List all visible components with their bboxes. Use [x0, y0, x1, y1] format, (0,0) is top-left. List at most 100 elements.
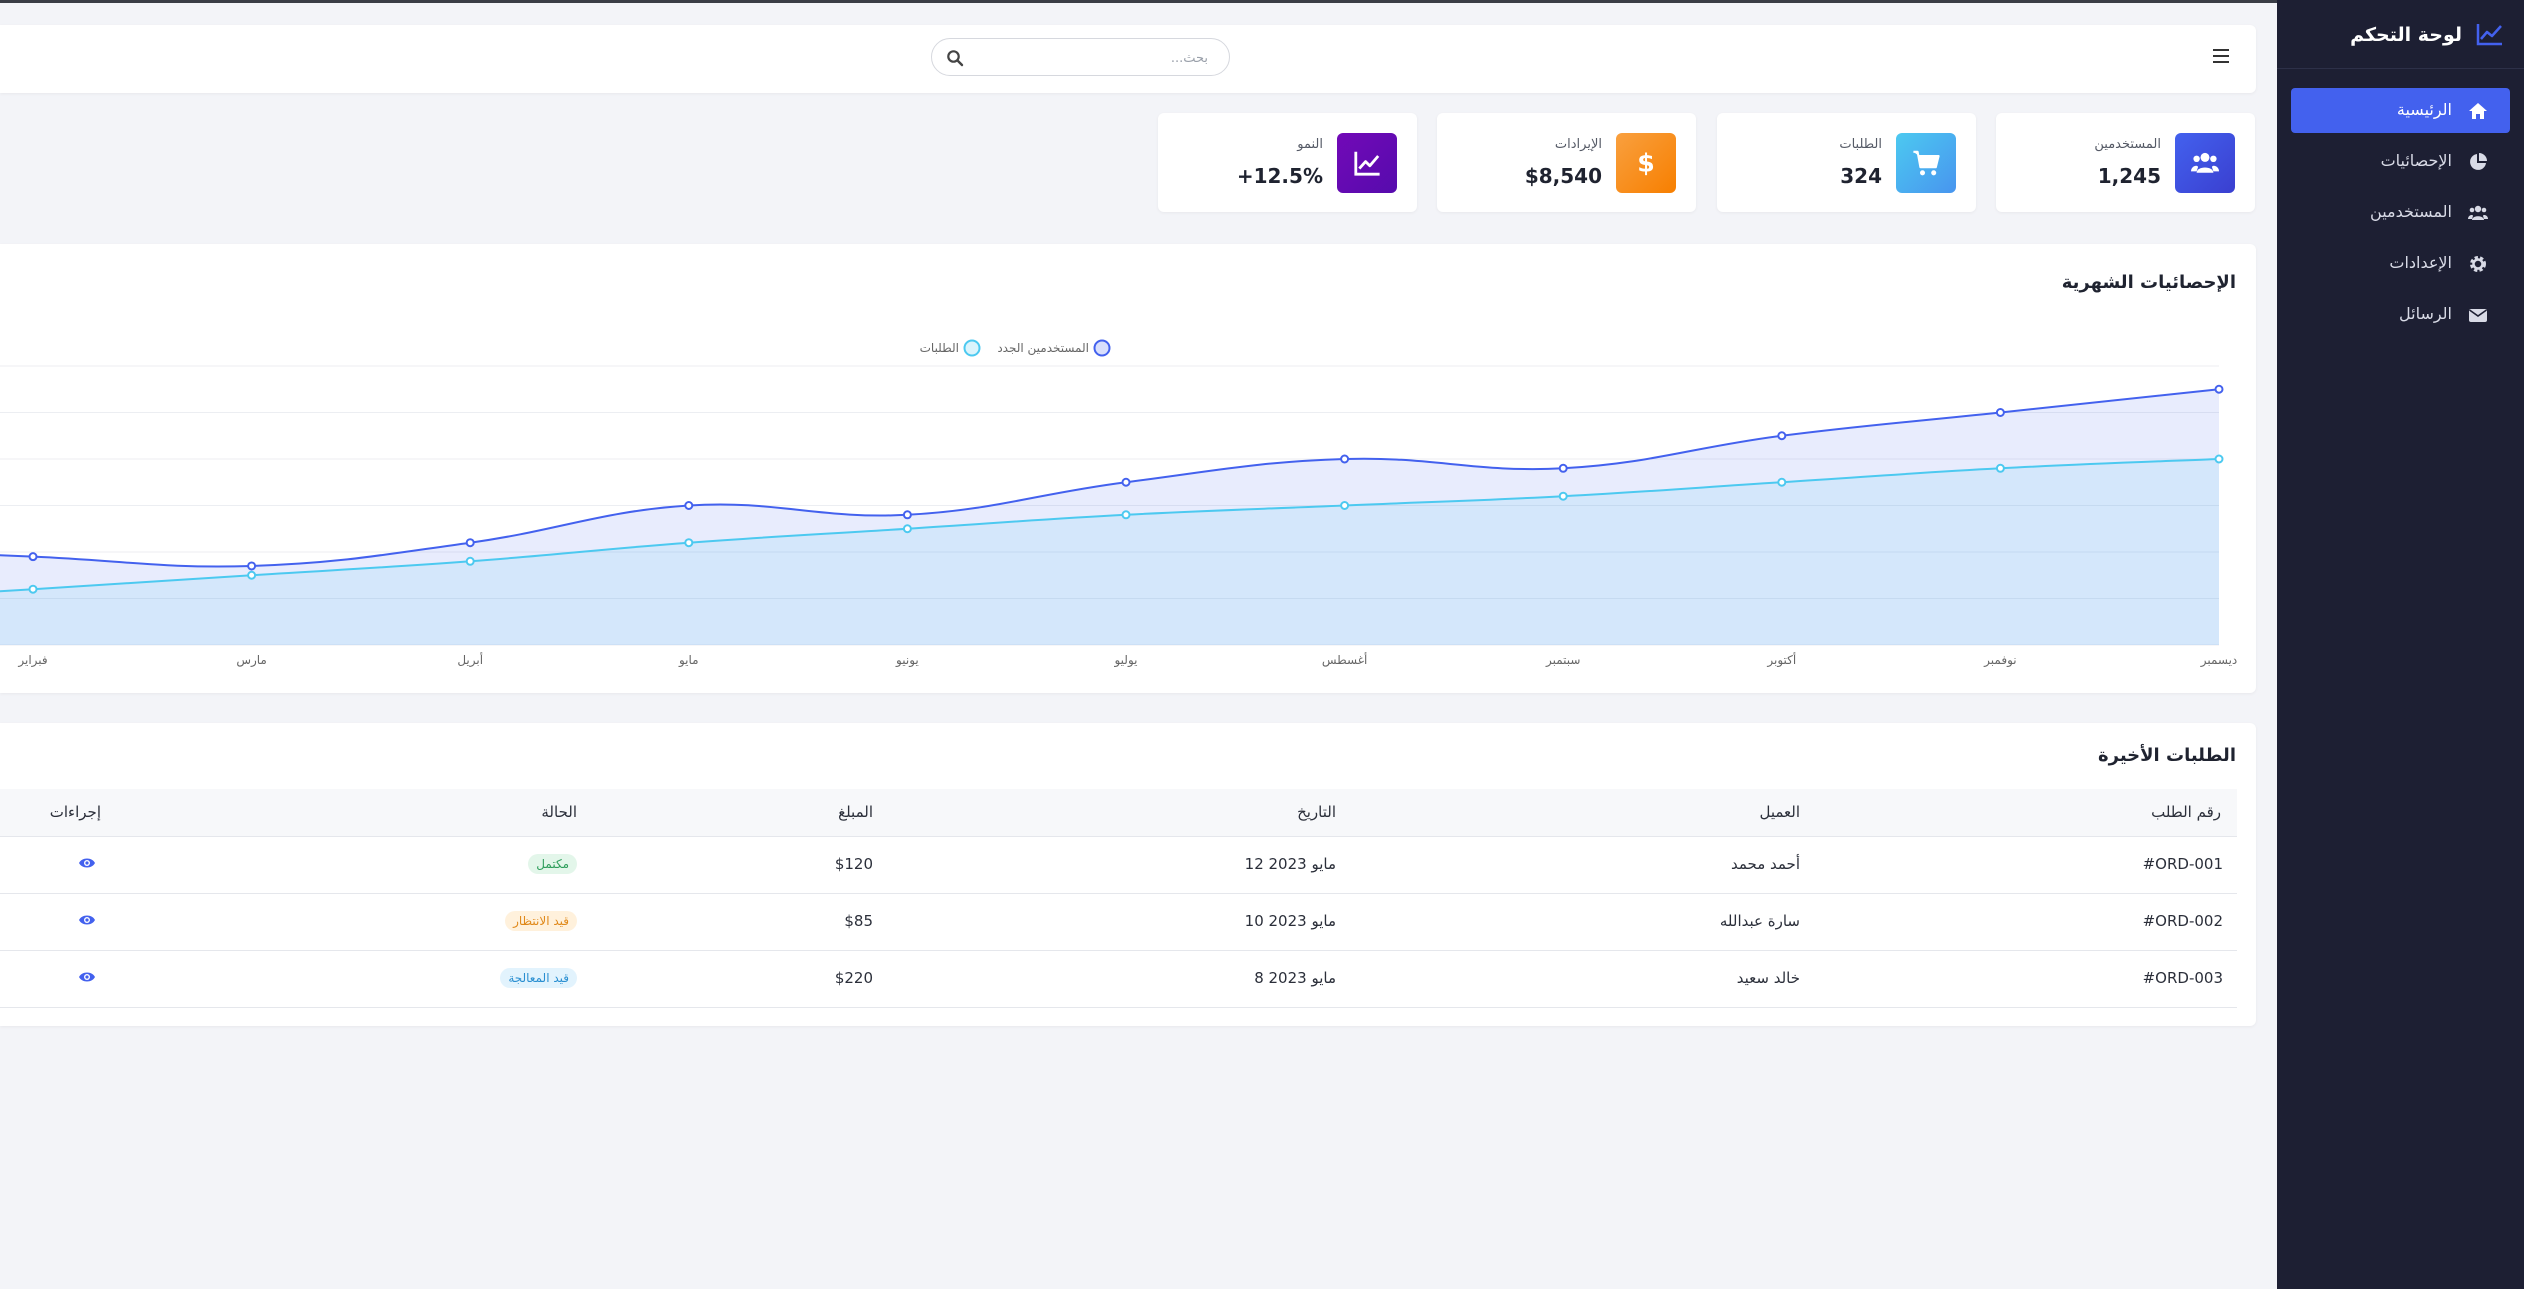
column-header-order-id: رقم الطلب: [2151, 803, 2221, 821]
column-header-customer: العميل: [1759, 803, 1800, 821]
chart-line-icon: [1354, 151, 1380, 176]
sidebar-item-users[interactable]: المستخدمين: [2291, 190, 2510, 235]
x-tick-label: فبراير: [17, 653, 47, 668]
data-point: [1995, 408, 2005, 417]
order-amount: $120: [834, 855, 873, 873]
data-point: [1995, 463, 2005, 473]
order-amount: $220: [834, 969, 873, 987]
sidebar-item-home[interactable]: الرئيسية: [2291, 88, 2510, 133]
stat-card-users: المستخدمين 1,245: [1996, 113, 2255, 212]
data-point: [247, 561, 257, 571]
x-tick-label: أكتوبر: [1766, 652, 1796, 668]
legend-label: الطلبات: [920, 341, 959, 355]
eye-icon[interactable]: [78, 913, 96, 927]
orders-table-header: [0, 789, 2237, 836]
data-point: [1340, 454, 1350, 464]
column-header-date: التاريخ: [1297, 803, 1336, 821]
x-tick-label: نوفمبر: [1983, 653, 2016, 668]
stat-label: الإيرادات: [1554, 137, 1602, 152]
data-point: [1777, 431, 1787, 441]
legend-label: المستخدمين الجدد: [997, 341, 1089, 356]
top-header: [0, 25, 2256, 93]
chart-title: الإحصائيات الشهرية: [2061, 272, 2236, 293]
series-line-1: [0, 458, 2220, 593]
x-tick-label: مايو: [678, 653, 699, 668]
data-point: [2214, 384, 2224, 394]
order-id: #ORD-002: [2142, 912, 2223, 930]
stat-label: النمو: [1297, 137, 1323, 152]
order-id: #ORD-003: [2142, 969, 2223, 987]
orders-title: الطلبات الأخيرة: [2098, 745, 2236, 766]
status-badge: قيد الانتظار: [505, 911, 577, 931]
legend-marker: [963, 339, 981, 357]
search-icon[interactable]: [946, 49, 964, 67]
users-icon: [2468, 205, 2488, 220]
customer-name: خالد سعيد: [1736, 969, 1800, 987]
eye-icon[interactable]: [78, 970, 96, 984]
users-icon: [2191, 152, 2219, 173]
eye-icon[interactable]: [78, 856, 96, 870]
window-top-border: [0, 0, 2524, 3]
x-tick-label: أغسطس: [1322, 652, 1367, 668]
data-point: [1340, 501, 1350, 510]
data-point: [465, 538, 475, 548]
x-tick-label: ديسمبر: [2200, 653, 2238, 668]
data-point: [1558, 463, 1568, 473]
customer-name: أحمد محمد: [1730, 855, 1800, 873]
sidebar-item-messages[interactable]: الرسائل: [2291, 292, 2510, 337]
data-point: [902, 524, 912, 534]
sidebar-brand: لوحة التحكم: [2277, 0, 2524, 69]
x-tick-label: سبتمبر: [1545, 653, 1580, 668]
sidebar-item-label: الرسائل: [2399, 304, 2452, 323]
stat-value: +12.5%: [1236, 164, 1323, 188]
gear-icon: [2470, 256, 2486, 272]
data-point: [465, 556, 475, 566]
monthly-statistics-chart: فبراير مارس أبريل مايو يونيو يوليو أغسطس سبتمبر…: [0, 339, 2238, 668]
data-point: [684, 501, 694, 510]
stat-label: المستخدمين: [2094, 137, 2161, 152]
table-divider: [0, 1007, 2237, 1008]
series-area-1: [0, 459, 2219, 645]
menu-toggle-icon[interactable]: [2213, 49, 2229, 63]
data-point: [28, 584, 38, 594]
data-point: [1121, 477, 1131, 487]
shopping-cart-icon: [1913, 150, 1940, 176]
column-header-actions: إجراءات: [49, 803, 101, 821]
app-title: لوحة التحكم: [2350, 24, 2462, 46]
dollar-icon: $: [1637, 149, 1655, 177]
x-tick-label: يوليو: [1113, 653, 1137, 668]
stat-icon-box: [2175, 133, 2235, 193]
table-divider: [0, 836, 2237, 837]
sidebar-item-label: الرئيسية: [2396, 100, 2452, 119]
x-tick-label: مارس: [236, 653, 267, 668]
stat-icon-box: [1896, 133, 1956, 193]
data-point: [1777, 477, 1787, 487]
sidebar-item-settings[interactable]: الإعدادات: [2291, 241, 2510, 286]
series-area-0: [0, 389, 2219, 645]
orders-panel: الطلبات الأخيرة: [0, 723, 2256, 1026]
legend-marker: [1093, 339, 1111, 357]
stat-value: 324: [1840, 164, 1882, 188]
sidebar-item-label: المستخدمين: [2370, 202, 2452, 221]
column-header-status: الحالة: [541, 803, 577, 821]
column-header-amount: المبلغ: [838, 803, 873, 821]
stat-card-growth: النمو +12.5%: [1158, 113, 1417, 212]
sidebar: لوحة التحكم الرئيسية الإحصائيات المستخدم…: [2277, 0, 2524, 1289]
chart-panel: الإحصائيات الشهرية فبراير مارس أبريل مايو يو…: [0, 244, 2256, 693]
table-divider: [0, 950, 2237, 951]
stat-label: الطلبات: [1839, 137, 1882, 152]
data-point: [1558, 491, 1568, 501]
pie-chart-icon: [2470, 153, 2487, 170]
order-amount: $85: [844, 912, 873, 930]
customer-name: سارة عبدالله: [1719, 912, 1800, 930]
sidebar-item-statistics[interactable]: الإحصائيات: [2291, 139, 2510, 184]
sidebar-item-label: الإعدادات: [2389, 253, 2452, 272]
search-box: [931, 38, 1230, 76]
stat-icon-box: [1337, 133, 1397, 193]
data-point: [247, 570, 257, 580]
search-input[interactable]: [976, 43, 1210, 73]
stat-value: $8,540: [1524, 164, 1602, 188]
data-point: [684, 538, 694, 548]
data-point: [902, 510, 912, 520]
order-id: #ORD-001: [2142, 855, 2223, 873]
